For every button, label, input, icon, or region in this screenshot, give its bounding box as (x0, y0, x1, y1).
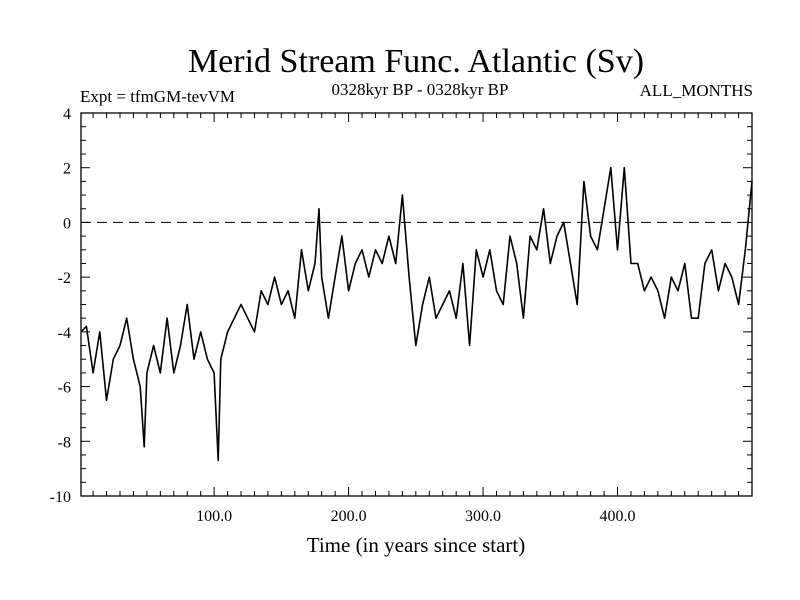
chart-title: Merid Stream Func. Atlantic (Sv) (188, 43, 644, 80)
period-label: 0328kyr BP - 0328kyr BP (332, 80, 509, 99)
y-tick-label: -6 (58, 380, 71, 397)
y-tick-label: 0 (63, 215, 71, 232)
y-tick-label: -10 (50, 489, 71, 506)
y-tick-label: 2 (63, 161, 71, 178)
x-tick-label: 200.0 (331, 508, 367, 525)
x-tick-labels: 100.0 200.0 300.0 400.0 (196, 508, 635, 525)
x-tick-label: 400.0 (600, 508, 636, 525)
y-tick-label: -8 (58, 434, 71, 451)
y-tick-label: -4 (58, 325, 71, 342)
x-tick-label: 100.0 (196, 508, 232, 525)
plot-series (80, 166, 753, 462)
y-tick-label: -2 (58, 270, 71, 287)
experiment-label: Expt = tfmGM-tevVM (80, 87, 235, 106)
x-tick-label: 300.0 (465, 508, 501, 525)
x-axis-ticks (92, 113, 753, 496)
y-tick-label: 4 (63, 106, 71, 123)
x-axis-label: Time (in years since start) (307, 533, 526, 557)
series-line (80, 166, 753, 462)
y-tick-labels: -10 -8 -6 -4 -2 0 2 4 (50, 106, 71, 506)
plot-frame (80, 112, 753, 497)
months-label: ALL_MONTHS (640, 81, 753, 100)
y-axis-ticks (81, 112, 752, 497)
